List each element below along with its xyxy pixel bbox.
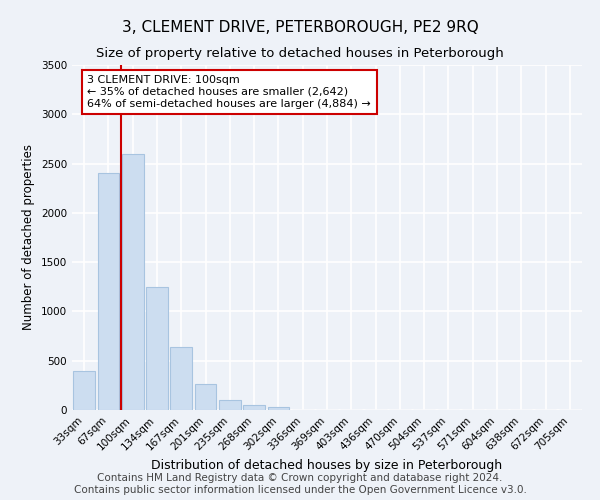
Bar (268, 406, 289, 410)
Y-axis label: Number of detached properties: Number of detached properties (22, 144, 35, 330)
Text: Size of property relative to detached houses in Peterborough: Size of property relative to detached ho… (96, 48, 504, 60)
Bar (146, 287, 168, 410)
Bar (194, 384, 217, 410)
Text: Contains HM Land Registry data © Crown copyright and database right 2024.
Contai: Contains HM Land Registry data © Crown c… (74, 474, 526, 495)
Bar (73, 370, 95, 410)
Bar (243, 404, 265, 410)
Bar (122, 154, 143, 410)
Bar (219, 400, 241, 410)
Text: 3, CLEMENT DRIVE, PETERBOROUGH, PE2 9RQ: 3, CLEMENT DRIVE, PETERBOROUGH, PE2 9RQ (122, 20, 478, 35)
Text: 3 CLEMENT DRIVE: 100sqm
← 35% of detached houses are smaller (2,642)
64% of semi: 3 CLEMENT DRIVE: 100sqm ← 35% of detache… (88, 76, 371, 108)
Bar (170, 347, 192, 410)
X-axis label: Distribution of detached houses by size in Peterborough: Distribution of detached houses by size … (151, 458, 503, 471)
Bar (97, 174, 119, 410)
